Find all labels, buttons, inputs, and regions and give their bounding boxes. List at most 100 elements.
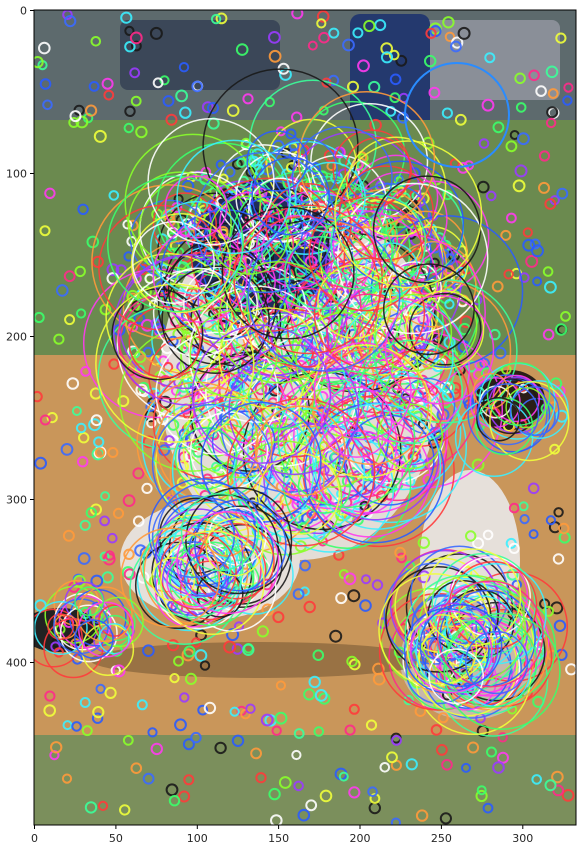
keypoint-circle bbox=[374, 293, 453, 372]
keypoint-circle bbox=[347, 80, 359, 93]
keypoint-circle bbox=[371, 465, 384, 479]
keypoint-circle bbox=[63, 270, 76, 283]
keypoint-circle bbox=[201, 101, 214, 113]
keypoint-circle bbox=[291, 10, 304, 20]
keypoint-circle bbox=[205, 314, 358, 467]
keypoint-circle bbox=[98, 623, 130, 655]
keypoint-circle bbox=[183, 266, 258, 342]
keypoint-circle bbox=[78, 601, 134, 658]
keypoint-circle bbox=[500, 229, 512, 241]
keypoint-circle bbox=[522, 238, 536, 252]
keypoint-circle bbox=[34, 56, 44, 69]
keypoint-circle bbox=[56, 284, 69, 297]
keypoint-circle bbox=[228, 344, 360, 476]
keypoint-circle bbox=[525, 254, 539, 268]
keypoint-circle bbox=[348, 703, 360, 715]
keypoint-circle bbox=[380, 51, 394, 64]
keypoint-circle bbox=[226, 397, 376, 547]
keypoint-circle bbox=[314, 370, 468, 524]
keypoint-circle bbox=[299, 559, 311, 572]
keypoint-circle bbox=[551, 770, 564, 784]
keypoint-circle bbox=[330, 194, 427, 291]
keypoint-circle bbox=[436, 580, 544, 688]
keypoint-circle bbox=[34, 601, 88, 655]
keypoint-circle bbox=[256, 625, 269, 638]
keypoint-circle bbox=[91, 255, 104, 268]
keypoint-circle bbox=[464, 630, 529, 695]
keypoint-circle bbox=[131, 40, 142, 52]
keypoint-circle bbox=[547, 88, 559, 99]
keypoint-circle bbox=[169, 673, 180, 684]
keypoint-circle bbox=[390, 817, 401, 825]
keypoint-circle bbox=[441, 759, 453, 771]
keypoint-circle bbox=[123, 568, 136, 581]
x-tick-label: 100 bbox=[187, 832, 208, 845]
keypoint-circle bbox=[556, 187, 569, 200]
keypoint-circle bbox=[160, 209, 291, 340]
keypoint-circle bbox=[272, 611, 285, 624]
keypoint-circle bbox=[104, 550, 115, 561]
keypoint-circle bbox=[43, 704, 57, 717]
keypoint-circle bbox=[100, 491, 111, 502]
keypoint-circle bbox=[106, 263, 120, 277]
keypoint-circle bbox=[307, 40, 318, 51]
keypoint-circle bbox=[53, 647, 64, 658]
keypoint-circle bbox=[233, 204, 384, 355]
keypoint-circle bbox=[308, 675, 321, 689]
keypoint-circle bbox=[115, 264, 127, 276]
keypoint-circle bbox=[248, 79, 377, 208]
keypoint-circle bbox=[91, 712, 104, 724]
keypoint-circle bbox=[343, 572, 357, 586]
keypoint-circle bbox=[150, 742, 164, 756]
keypoint-circle bbox=[291, 749, 302, 761]
keypoint-circle bbox=[465, 530, 477, 542]
keypoint-circle bbox=[344, 724, 356, 736]
keypoint-circle bbox=[178, 790, 191, 803]
keypoint-circle bbox=[442, 16, 455, 29]
keypoint-circle bbox=[275, 680, 286, 691]
keypoint-circle bbox=[242, 93, 254, 105]
keypoint-circle bbox=[491, 280, 504, 293]
keypoint-circle bbox=[319, 789, 333, 803]
keypoint-circle bbox=[224, 166, 236, 178]
keypoint-circle bbox=[278, 776, 292, 789]
keypoint-circle bbox=[179, 106, 192, 119]
keypoint-circle bbox=[161, 265, 270, 374]
keypoint-circle bbox=[145, 401, 156, 413]
keypoint-circle bbox=[84, 801, 98, 814]
keypoint-circle bbox=[444, 31, 456, 42]
keypoint-circle bbox=[101, 77, 114, 90]
keypoint-circle bbox=[191, 80, 203, 93]
keypoint-circle bbox=[298, 344, 433, 479]
keypoint-circle bbox=[508, 542, 520, 555]
keypoint-circle bbox=[347, 589, 361, 603]
keypoint-circle bbox=[257, 452, 341, 535]
keypoint-circle bbox=[457, 26, 471, 40]
keypoint-circle bbox=[112, 254, 265, 406]
keypoint-circle bbox=[471, 458, 485, 472]
keypoint-circle bbox=[46, 412, 58, 424]
keypoint-circle bbox=[61, 773, 73, 784]
keypoint-circle bbox=[183, 774, 195, 786]
keypoint-circle bbox=[394, 546, 406, 559]
keypoint-circle bbox=[142, 517, 244, 619]
keypoint-circle bbox=[562, 95, 573, 106]
keypoint-circle bbox=[417, 536, 430, 549]
keypoint-circle bbox=[313, 726, 325, 737]
keypoint-circle bbox=[176, 139, 291, 255]
keypoint-circle bbox=[317, 214, 393, 290]
x-tick-label: 0 bbox=[31, 832, 38, 845]
keypoint-circle bbox=[361, 458, 374, 472]
keypoint-circle bbox=[76, 308, 87, 319]
keypoint-circle bbox=[133, 312, 146, 325]
keypoint-circle bbox=[529, 238, 541, 250]
keypoint-circle bbox=[254, 382, 268, 396]
keypoint-circle bbox=[250, 747, 263, 760]
keypoint-circle bbox=[481, 98, 495, 112]
keypoint-circle bbox=[117, 395, 130, 408]
keypoint-circle bbox=[335, 592, 348, 605]
keypoint-circle bbox=[372, 662, 385, 676]
keypoint-circle bbox=[467, 741, 480, 754]
keypoint-circle bbox=[183, 553, 228, 598]
keypoint-circle bbox=[221, 206, 355, 340]
